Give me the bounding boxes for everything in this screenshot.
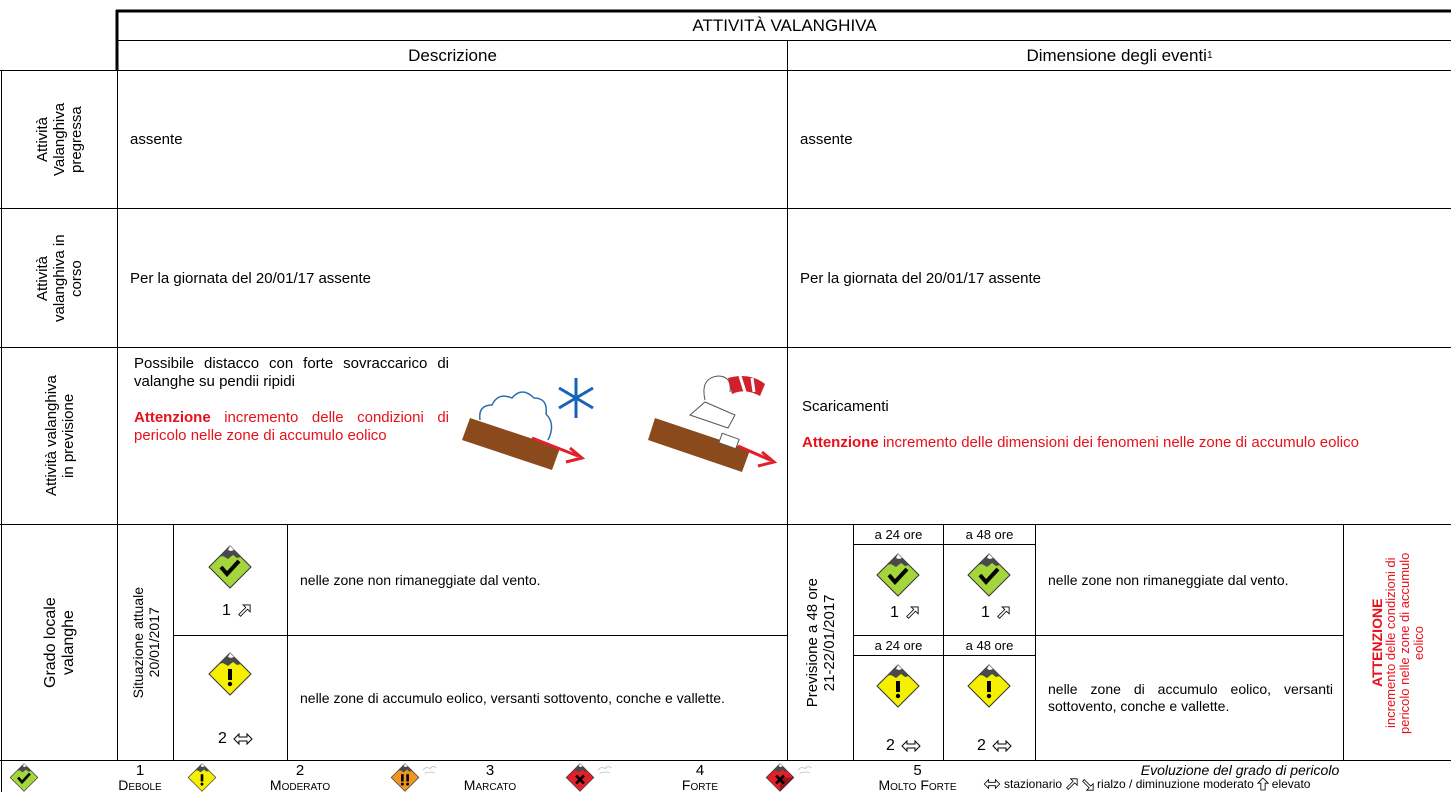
arrow-up-right (997, 606, 1010, 619)
zones-text: nelle zone non rimaneggiate dal vento. (300, 572, 541, 588)
row-label-cell: Attività Valanghiva pregressa (2, 71, 117, 208)
period-label: a 48 ore (965, 638, 1014, 653)
warning: Attenzione incremento delle condizioni d… (134, 409, 449, 445)
cell-text: assente (800, 131, 853, 148)
level-number: 1 (222, 602, 231, 619)
level-label: 1 (890, 604, 919, 622)
level-label: 2 (218, 730, 253, 748)
label: Situazione attuale (129, 586, 146, 699)
legend-name: Moderato (269, 777, 331, 793)
forecast-size: Scaricamenti Attenzione incremento delle… (802, 398, 1442, 452)
level-label: 1 (222, 602, 251, 620)
table-title: ATTIVITÀ VALANGHIVA (692, 16, 877, 35)
forecast-label: Previsione a 48 ore 21-22/01/2017 (804, 578, 838, 707)
arrow-up (1257, 777, 1269, 791)
evolution-high: elevato (1271, 777, 1311, 791)
zones-text: nelle zone di accumulo eolico, versanti … (1048, 681, 1333, 714)
arrow-up-right (1066, 777, 1078, 790)
date: 20/01/2017 (145, 607, 162, 678)
evolution-steady: stazionario (1004, 777, 1063, 791)
level-number: 2 (218, 730, 227, 747)
evolution-moderate: rialzo / diminuzione moderato (1097, 777, 1254, 791)
level-label: 2 (977, 737, 1012, 755)
level-number: 1 (890, 604, 899, 621)
legend-number: 3 (485, 762, 495, 779)
arrow-steady (233, 733, 253, 745)
row-label-cell: Grado locale valanghe (2, 525, 117, 760)
label: Previsione a 48 ore (803, 577, 821, 708)
level-label: 1 (981, 604, 1010, 622)
cell-text: assente (130, 131, 183, 148)
legend-evolution: stazionario rialzo / diminuzione moderat… (983, 777, 1451, 791)
warning-emphasis: Attenzione (134, 409, 211, 426)
cell-text: Per la giornata del 20/01/17 assente (130, 269, 372, 287)
legend-name: Marcato (463, 777, 517, 793)
row-label-cell: Attività valanghiva in corso (2, 209, 117, 347)
column-heading: Descrizione (408, 45, 497, 65)
snowflake (558, 378, 594, 418)
dates: 21-22/01/2017 (820, 594, 838, 691)
legend-number: 5 (913, 762, 922, 779)
warning-text: incremento delle condizioni di pericolo … (1382, 551, 1426, 734)
illustration-snow-load (462, 378, 594, 470)
row-label: Attività Valanghiva pregressa (34, 102, 85, 177)
arrow-up-right (906, 606, 919, 619)
column-heading: Dimensione degli eventi (1026, 45, 1207, 65)
grid-lines (0, 9, 1451, 792)
legend-item: 2 Moderato (250, 763, 350, 793)
arrow-down-right (1082, 778, 1094, 791)
zones-text: nelle zone non rimaneggiate dal vento. (1048, 571, 1289, 588)
legend-item: 5 Molto Forte (860, 763, 975, 793)
cell-text: Per la giornata del 20/01/17 assente (800, 269, 1042, 287)
period-label: a 48 ore (965, 527, 1014, 542)
current-label-cell: Situazione attuale 20/01/2017 (118, 525, 173, 760)
level-number: 2 (886, 737, 895, 754)
warning: Attenzione incremento delle dimensioni d… (802, 434, 1442, 452)
zones-text: nelle zone di accumulo eolico, versanti … (300, 689, 725, 706)
row-label: Grado locale valanghe (41, 597, 77, 688)
row-label: Attività valanghiva in previsione (42, 375, 77, 497)
level-label: 2 (886, 737, 921, 755)
legend-name: Debole (118, 777, 162, 793)
current-label: Situazione attuale 20/01/2017 (130, 587, 162, 698)
period-label: a 24 ore (874, 527, 923, 542)
level-number: 1 (981, 604, 990, 621)
row-label: Attività valanghiva in corso (34, 234, 85, 322)
footnote-mark: 1 (1206, 50, 1213, 61)
legend-number: 2 (295, 762, 305, 779)
forecast-warning-cell: ATTENZIONE incremento delle condizioni di… (1344, 525, 1451, 760)
legend-item: 3 Marcato (450, 763, 530, 793)
legend-number: 4 (695, 762, 705, 779)
legend-item: 4 Forte (660, 763, 740, 793)
legend-number: 1 (135, 762, 145, 779)
arrow-up-right (238, 604, 251, 617)
forecast-warning: ATTENZIONE incremento delle condizioni di… (1369, 543, 1426, 743)
arrow-steady (983, 779, 1001, 789)
warning-text: incremento delle condizioni di pericolo … (134, 409, 449, 444)
cell-text: Possibile distacco con forte sovraccaric… (134, 355, 449, 390)
forecast-description: Possibile distacco con forte sovraccaric… (134, 355, 449, 445)
column-heading-wrap: Dimensione degli eventi 1 (788, 41, 1451, 70)
arrow-steady (901, 740, 921, 752)
level-number: 2 (977, 737, 986, 754)
period-label: a 24 ore (874, 638, 923, 653)
illustration-skier (648, 375, 778, 472)
legend-name: Molto Forte (878, 777, 957, 793)
warning-emphasis: Attenzione (802, 434, 879, 451)
legend-name: Forte (681, 777, 719, 793)
cell-text: Scaricamenti (802, 398, 889, 415)
row-label-cell: Attività valanghiva in previsione (2, 348, 117, 524)
legend-evolution-title: Evoluzione del grado di pericolo (1140, 762, 1340, 778)
legend-item: 1 Debole (100, 763, 180, 793)
arrow-steady (992, 740, 1012, 752)
warning-text: incremento delle dimensioni dei fenomeni… (882, 434, 1359, 451)
forecast-label-cell: Previsione a 48 ore 21-22/01/2017 (788, 525, 853, 760)
